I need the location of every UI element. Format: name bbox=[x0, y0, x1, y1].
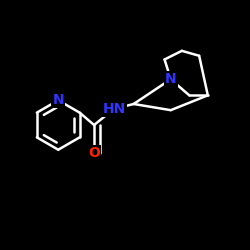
Text: O: O bbox=[88, 146, 100, 160]
Text: N: N bbox=[52, 93, 64, 107]
Text: HN: HN bbox=[102, 102, 126, 116]
Text: N: N bbox=[165, 72, 176, 86]
